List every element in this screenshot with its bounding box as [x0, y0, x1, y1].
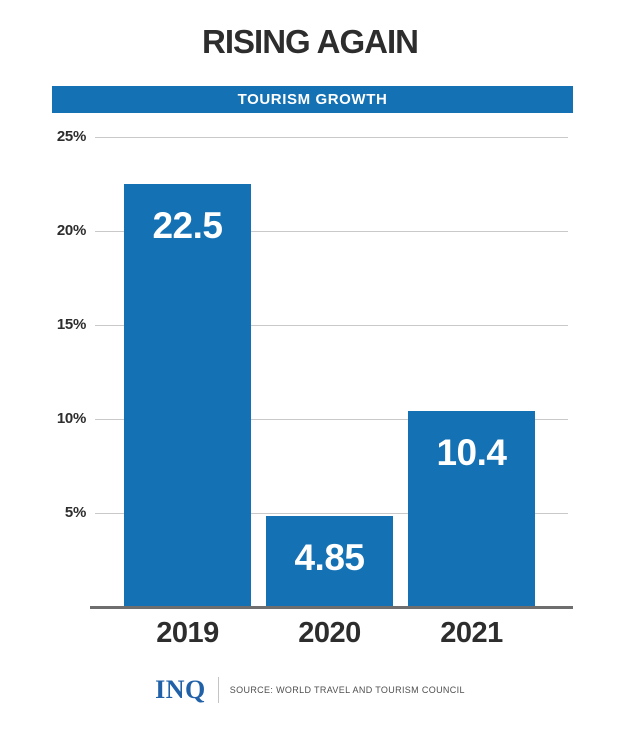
- bar-2019: 22.5: [124, 184, 251, 607]
- gridline-25%: [95, 136, 568, 138]
- banner-label: TOURISM GROWTH: [237, 91, 388, 108]
- y-tick-15%: 15%: [56, 316, 86, 333]
- chart-subtitle-banner: TOURISM GROWTH: [52, 86, 573, 113]
- gridline-10%: [95, 418, 568, 420]
- x-label-2019: 2019: [156, 617, 219, 649]
- y-tick-5%: 5%: [64, 504, 86, 521]
- inq-logo: INQ: [155, 675, 206, 704]
- y-tick-25%: 25%: [56, 128, 86, 145]
- page-title: RISING AGAIN: [202, 23, 419, 60]
- y-tick-10%: 10%: [56, 410, 86, 427]
- x-label-2021: 2021: [440, 617, 503, 649]
- x-axis-baseline: [90, 606, 573, 609]
- value-label-2020: 4.85: [294, 537, 365, 578]
- gridline-15%: [95, 324, 568, 326]
- gridline-20%: [95, 230, 568, 232]
- gridline-5%: [95, 512, 568, 514]
- value-label-2019: 22.5: [152, 205, 223, 246]
- bar-2020: 4.85: [266, 516, 393, 607]
- value-label-2021: 10.4: [436, 432, 507, 473]
- y-tick-20%: 20%: [56, 222, 86, 239]
- footer: INQ SOURCE: WORLD TRAVEL AND TOURISM COU…: [0, 668, 620, 712]
- bar-2021: 10.4: [408, 411, 535, 607]
- source-attribution: SOURCE: WORLD TRAVEL AND TOURISM COUNCIL: [229, 685, 465, 695]
- x-label-2020: 2020: [298, 617, 361, 649]
- footer-divider: [217, 677, 219, 703]
